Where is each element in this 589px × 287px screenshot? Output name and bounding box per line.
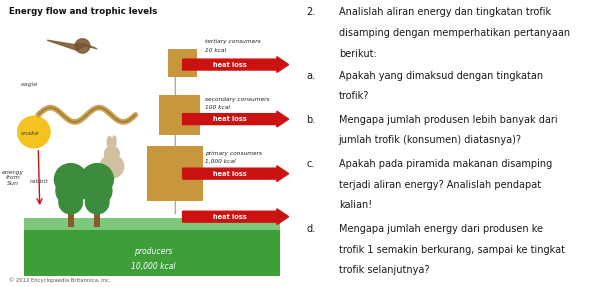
Text: disamping dengan memperhatikan pertanyaan: disamping dengan memperhatikan pertanyaa… [339,28,570,38]
Text: a.: a. [306,71,315,81]
FancyBboxPatch shape [24,218,280,230]
Text: 1,000 kcal: 1,000 kcal [205,159,235,164]
Text: Mengapa jumlah energy dari produsen ke: Mengapa jumlah energy dari produsen ke [339,224,542,234]
FancyArrow shape [183,57,289,72]
Text: Apakah pada piramida makanan disamping: Apakah pada piramida makanan disamping [339,159,552,169]
Text: jumlah trofik (konsumen) diatasnya)?: jumlah trofik (konsumen) diatasnya)? [339,135,522,146]
Circle shape [105,146,119,161]
Text: c.: c. [306,159,315,169]
Circle shape [59,191,82,214]
Text: b.: b. [306,115,316,125]
Circle shape [56,177,85,205]
Text: Mengapa jumlah produsen lebih banyak dari: Mengapa jumlah produsen lebih banyak dar… [339,115,557,125]
Text: Analislah aliran energy dan tingkatan trofik: Analislah aliran energy dan tingkatan tr… [339,7,551,17]
Text: © 2012 Encyclopaedia Britannica, Inc.: © 2012 Encyclopaedia Britannica, Inc. [9,277,110,283]
Circle shape [100,155,124,178]
Text: Apakah yang dimaksud dengan tingkatan: Apakah yang dimaksud dengan tingkatan [339,71,543,81]
Text: snake: snake [21,131,39,135]
Polygon shape [47,40,97,50]
FancyArrow shape [183,209,289,224]
Ellipse shape [112,136,116,147]
Text: rabbit: rabbit [29,179,48,184]
FancyBboxPatch shape [147,146,203,201]
Text: berikut:: berikut: [339,49,376,59]
Text: trofik?: trofik? [339,91,369,101]
Circle shape [82,177,112,205]
Text: terjadi aliran energy? Analislah pendapat: terjadi aliran energy? Analislah pendapa… [339,180,541,190]
Text: heat loss: heat loss [213,62,247,67]
Circle shape [85,191,109,214]
Text: 10 kcal: 10 kcal [205,48,226,53]
Text: trofik selanjutnya?: trofik selanjutnya? [339,265,429,275]
Circle shape [18,116,50,148]
FancyBboxPatch shape [168,49,197,77]
Text: trofik 1 semakin berkurang, sampai ke tingkat: trofik 1 semakin berkurang, sampai ke ti… [339,245,565,255]
Text: heat loss: heat loss [213,214,247,220]
Circle shape [75,39,90,53]
Text: secondary consumers: secondary consumers [205,97,269,102]
Text: producers: producers [134,247,173,256]
Text: heat loss: heat loss [213,116,247,122]
Text: 10,000 kcal: 10,000 kcal [131,262,176,271]
FancyArrow shape [183,111,289,127]
Circle shape [54,164,87,195]
FancyBboxPatch shape [24,218,280,276]
Text: kalian!: kalian! [339,200,372,210]
Text: tertiary consumers: tertiary consumers [205,40,260,44]
Ellipse shape [107,136,112,148]
Text: 2.: 2. [306,7,316,17]
Text: primary consumers: primary consumers [205,151,262,156]
FancyBboxPatch shape [68,208,74,227]
Circle shape [81,164,113,195]
Text: energy
from
Sun: energy from Sun [2,170,24,186]
FancyArrow shape [183,166,289,182]
Text: 100 kcal: 100 kcal [205,105,230,110]
Text: Energy flow and trophic levels: Energy flow and trophic levels [9,7,157,16]
Text: heat loss: heat loss [213,171,247,177]
FancyBboxPatch shape [94,208,100,227]
FancyBboxPatch shape [159,95,200,135]
Text: d.: d. [306,224,315,234]
Text: eagle: eagle [21,82,38,87]
